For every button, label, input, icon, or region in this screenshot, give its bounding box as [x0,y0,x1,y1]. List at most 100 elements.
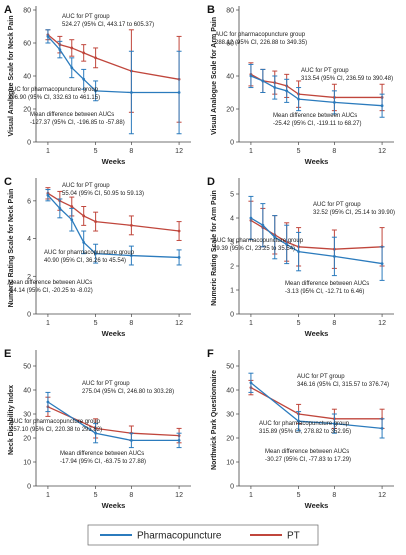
data-point-pharmacopuncture [58,48,62,51]
x-tick-label: 1 [249,148,253,155]
series-line-pt [250,387,383,420]
panel-letter: B [207,4,215,16]
data-point-pharmacopuncture [46,35,50,38]
y-tick-label: 0 [27,140,31,147]
annotation-text: Mean difference between AUCs [60,451,144,457]
annotation-text: 55.04 (95% CI, 50.95 to 59.13) [62,191,144,197]
y-tick-label: 40 [23,388,31,395]
data-point-pharmacopuncture [249,381,253,385]
data-point-pharmacopuncture [129,439,133,442]
annotation-text: -3.13 (95% CI, -12.71 to 6.46) [285,289,364,295]
annotation-text: 396.90 (95% CI, 332.63 to 461.15) [8,95,100,101]
annotation-text: 257.10 (95% CI, 220.38 to 293.82) [10,427,102,433]
panel-c: C 0 2 4 6 1 5 8 12 Weeks Numeric Rating Scale for … [4,176,191,338]
annotation-text: Mean difference between AUCs [30,112,114,118]
x-axis-title: Weeks [102,329,126,338]
data-point-pharmacopuncture [380,427,384,430]
data-point-pt [129,223,133,227]
data-point-pharmacopuncture [82,77,86,81]
data-point-pharmacopuncture [249,216,253,220]
y-tick-label: 50 [23,364,31,371]
data-point-pharmacopuncture [58,207,62,210]
x-tick-label: 8 [332,148,336,155]
y-tick-label: 50 [226,364,234,371]
x-tick-label: 1 [249,492,253,499]
x-tick-label: 5 [94,492,98,499]
panel-letter: C [4,176,12,188]
panel-letter: F [207,348,214,360]
annotation-text: AUC for pharmacopuncture group [8,87,99,93]
annotation-text: AUC for PT group [62,183,110,189]
annotation-text: Mean difference between AUCs [285,281,369,287]
data-point-pharmacopuncture [94,252,98,256]
data-point-pharmacopuncture [70,66,74,70]
y-tick-label: 80 [226,8,234,15]
annotation-text: -127.37 (95% CI, -196.85 to -57.88) [30,120,125,126]
y-tick-label: 4 [230,216,234,223]
annotation-text: AUC for pharmacopuncture group [213,238,304,244]
data-point-pharmacopuncture [297,250,301,253]
data-point-pharmacopuncture [94,89,98,93]
data-point-pharmacopuncture [380,104,384,108]
y-tick-label: 10 [23,460,31,467]
y-axis-title: Visual Analogue Scale for Neck Pain [8,16,15,137]
y-axis-title: Neck Disability Index [8,385,15,455]
panel-b: B 0 20 40 60 80 1 5 8 12 Weeks Visual Analogue Scal… [207,4,394,166]
annotation-text: -25.42 (95% CI, -119.11 to 68.27) [273,121,362,127]
legend-box [87,524,319,546]
annotation-text: -30.27 (95% CI, -77.83 to 17.29) [265,457,351,463]
data-point-pharmacopuncture [332,255,336,258]
data-point-pharmacopuncture [177,256,181,259]
legend-label-pt: PT [287,531,300,542]
y-tick-label: 5 [230,192,234,199]
data-point-pharmacopuncture [297,419,301,423]
x-tick-label: 12 [378,320,386,327]
annotation-text: 29.39 (95% CI, 23.25 to 35.54) [213,246,295,252]
data-point-pharmacopuncture [249,74,253,78]
y-tick-label: 30 [226,412,234,419]
y-tick-label: 30 [23,412,31,419]
y-tick-label: 40 [23,74,31,81]
y-axis-title: Visual Analogue Scale for Arm Pain [211,17,218,135]
series-line-pharmacopuncture [250,382,383,430]
x-tick-label: 5 [297,492,301,499]
y-axis-title: Northwick Park Questionnaire [211,370,218,470]
panel-a: A 0 20 40 60 80 1 5 8 12 Weeks Visual Analogue Scal… [4,4,191,166]
x-axis-title: Weeks [305,157,329,166]
data-point-pharmacopuncture [332,101,336,104]
x-tick-label: 1 [46,320,50,327]
data-point-pharmacopuncture [129,254,133,257]
annotation-text: AUC for PT group [301,68,349,74]
annotation-text: AUC for PT group [297,374,345,380]
data-point-pt [82,214,86,218]
series-line-pt [47,192,180,232]
x-axis-title: Weeks [102,157,126,166]
x-tick-label: 12 [378,148,386,155]
y-tick-label: 10 [226,460,234,467]
x-axis-title: Weeks [102,501,126,510]
x-tick-label: 8 [129,320,133,327]
annotation-text: 524.27 (95% CI, 443.17 to 605.37) [62,22,154,28]
y-tick-label: 0 [230,140,234,147]
data-point-pharmacopuncture [82,240,86,244]
y-tick-label: 20 [23,107,31,114]
y-tick-label: 60 [226,41,234,48]
x-tick-label: 5 [297,320,301,327]
x-tick-label: 8 [129,492,133,499]
annotation-text: AUC for pharmacopuncture group [10,419,101,425]
data-point-pharmacopuncture [332,422,336,425]
annotation-text: AUC for pharmacopuncture group [259,421,350,427]
x-tick-label: 1 [46,492,50,499]
panel-letter: D [207,176,215,188]
annotation-text: 315.89 (95% CI, 278.82 to 352.95) [259,429,351,435]
annotation-text: AUC for PT group [313,202,361,208]
annotation-text: 275.04 (95% CI, 246.80 to 303.28) [82,389,174,395]
annotation-text: AUC for PT group [62,14,110,20]
annotation-text: Mean difference between AUCs [8,280,92,286]
y-tick-label: 3 [230,240,234,247]
data-point-pt [70,46,74,50]
x-tick-label: 8 [332,320,336,327]
annotation-text: AUC for pharmacopuncture group [44,250,135,256]
